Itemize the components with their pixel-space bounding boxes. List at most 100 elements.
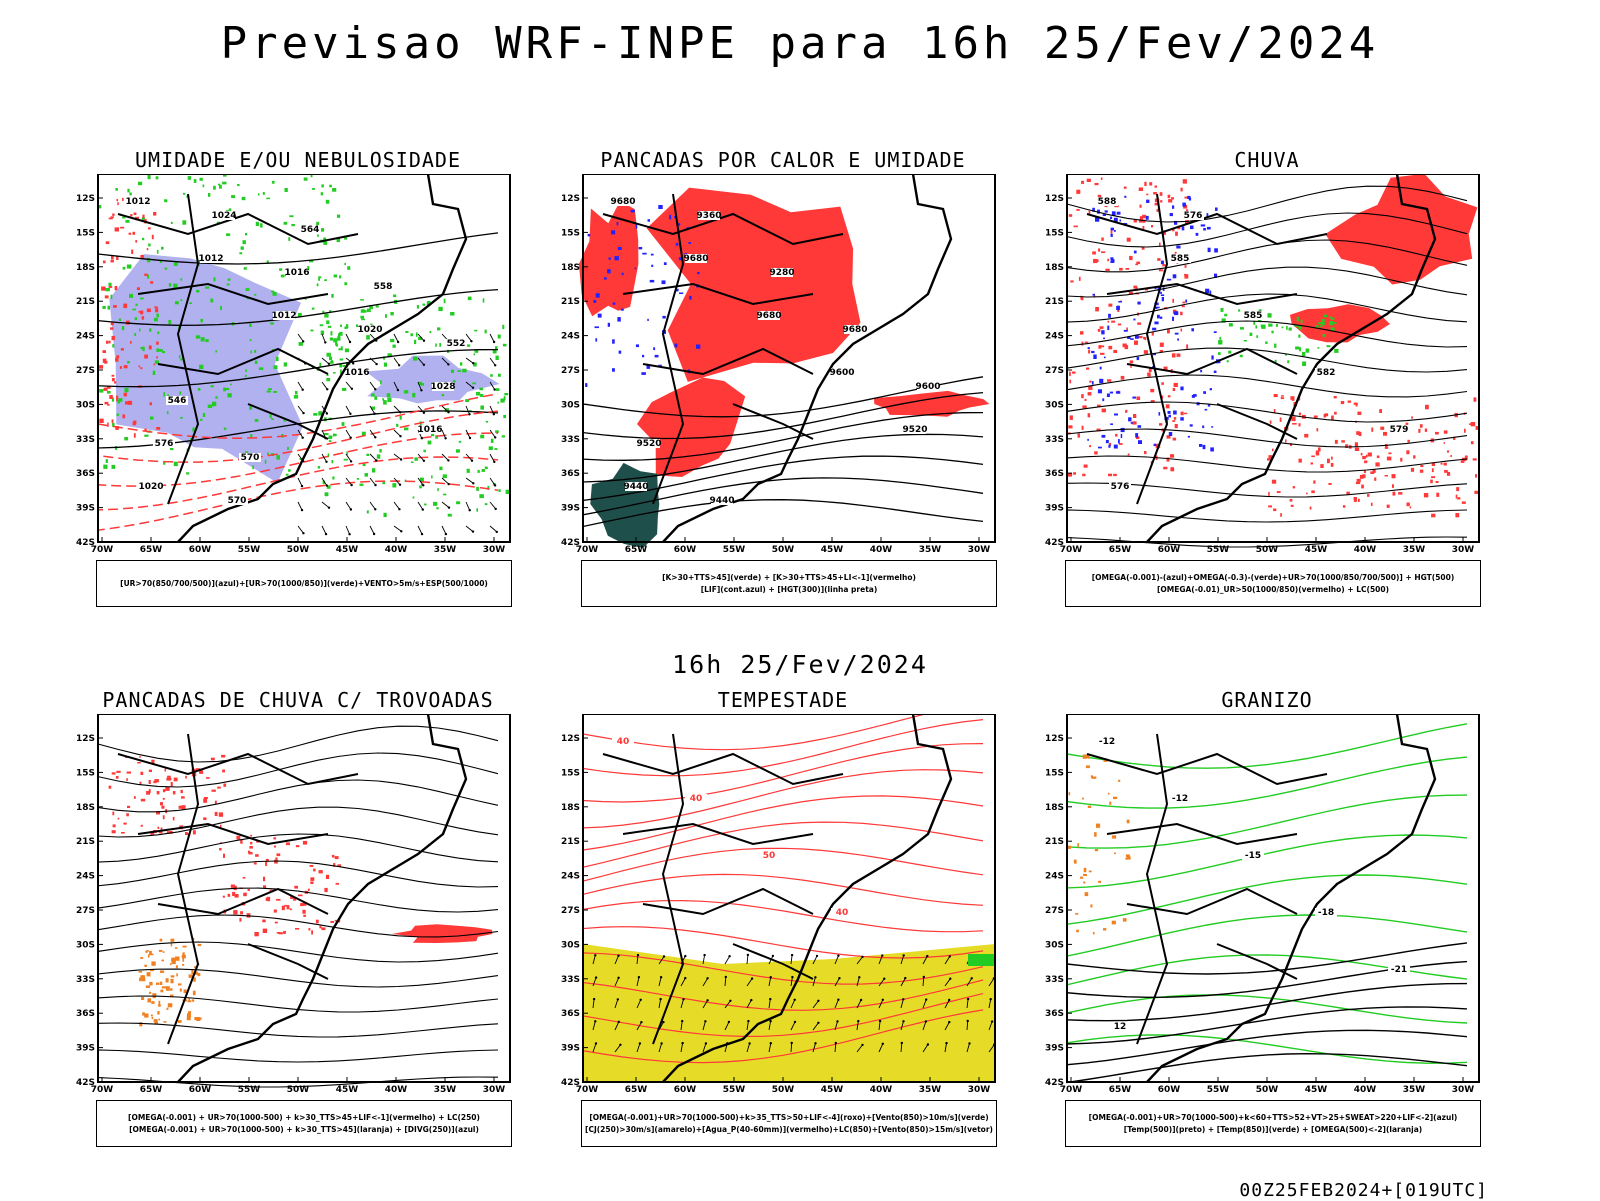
green-speckle [418, 381, 423, 385]
wind-vector [769, 997, 772, 1001]
green-speckle [156, 348, 159, 352]
green-speckle [500, 398, 505, 403]
red-speckle [122, 414, 125, 419]
red-speckle [122, 197, 124, 201]
orange-speckle [160, 970, 165, 973]
red-speckle [1080, 331, 1084, 335]
green-speckle [331, 294, 334, 298]
blue-speckle [1093, 354, 1097, 359]
red-speckle [1088, 210, 1091, 215]
wind-vector [617, 976, 620, 979]
green-speckle [330, 331, 333, 336]
blue-speckle [1110, 257, 1114, 260]
red-speckle [1176, 353, 1181, 357]
green-speckle [125, 219, 130, 223]
orange-speckle [167, 1003, 173, 1008]
red-speckle [102, 358, 107, 363]
wind-vector [834, 955, 839, 965]
red-speckle [162, 789, 166, 793]
red-speckle [115, 357, 119, 362]
thickness-contour [97, 393, 499, 439]
hgt-contour [1066, 347, 1468, 373]
country-border [117, 752, 359, 786]
red-speckle [1310, 462, 1313, 465]
wind-vector [900, 1041, 903, 1045]
green-speckle [340, 369, 342, 374]
red-speckle [1323, 413, 1327, 418]
y-tick-label: 42S [76, 1078, 95, 1088]
blue-speckle [1116, 211, 1121, 215]
green-speckle [254, 360, 258, 364]
x-tick-label: 35W [434, 1085, 457, 1095]
wind-vector [861, 1043, 864, 1047]
wind-vector [857, 1019, 860, 1023]
hgt-contour [1066, 212, 1468, 248]
wind-vector [375, 459, 378, 462]
red-speckle [111, 255, 114, 260]
wind-vector [321, 501, 330, 509]
wind-vector [393, 477, 401, 486]
blue-speckle [654, 354, 659, 358]
contour-label: -12 [1172, 794, 1188, 804]
x-tick-label: 40W [385, 545, 408, 555]
wind-vector [374, 508, 377, 511]
red-speckle [1431, 462, 1436, 466]
wind-vector [301, 436, 304, 439]
red-speckle [276, 853, 281, 857]
red-speckle [144, 354, 148, 359]
y-tick-label: 24S [561, 872, 580, 882]
green-speckle [200, 318, 203, 323]
green-speckle [264, 459, 267, 464]
green-speckle [180, 358, 184, 361]
green-speckle [1243, 340, 1247, 342]
blue-speckle [1110, 423, 1113, 425]
red-speckle [120, 348, 124, 351]
red-speckle [1475, 426, 1480, 430]
red-speckle [1374, 477, 1377, 481]
wind-vector [680, 1021, 683, 1031]
green-speckle [140, 346, 145, 350]
wind-vector [374, 388, 377, 391]
hgt-contour [1066, 239, 1468, 273]
contour-label-bg [685, 254, 707, 263]
y-tick-label: 21S [1045, 297, 1064, 307]
wind-vector [417, 453, 425, 462]
green-speckle [148, 243, 151, 247]
y-tick-label: 30S [76, 940, 95, 950]
green-speckle [504, 393, 509, 396]
wind-vector [881, 954, 884, 957]
red-speckle [262, 919, 266, 923]
green-speckle [450, 369, 454, 373]
green-speckle [187, 176, 191, 180]
red-speckle [139, 756, 141, 758]
blue-speckle [1206, 213, 1209, 217]
contour-label-bg [213, 211, 235, 220]
orange-speckle [1084, 892, 1089, 897]
contour-label: 576 [1111, 482, 1130, 492]
contour-label: 9520 [902, 425, 927, 435]
green-speckle [111, 464, 116, 469]
red-speckle [1289, 499, 1293, 502]
wind-vector [702, 955, 706, 965]
red-speckle [1325, 413, 1329, 417]
green-speckle [326, 485, 331, 489]
coastline [1146, 174, 1437, 543]
red-speckle [1398, 492, 1403, 495]
wind-vector [297, 525, 304, 534]
green-speckle [124, 388, 129, 393]
x-tick-label: 30W [483, 1085, 506, 1095]
hgt-contour [1066, 455, 1468, 473]
contour-label-bg [831, 908, 853, 917]
x-tick-label: 65W [140, 1085, 163, 1095]
green-speckle [272, 292, 277, 296]
blue-speckle [1138, 440, 1142, 444]
green-speckle [484, 466, 488, 470]
green-speckle [382, 356, 386, 360]
green-speckle [487, 485, 490, 490]
blue-speckle [1174, 311, 1179, 316]
red-speckle [1160, 200, 1163, 203]
orange-speckle [141, 997, 145, 1000]
blue-speckle [593, 300, 597, 303]
red-speckle [1440, 462, 1443, 465]
x-tick-label: 65W [625, 1085, 648, 1095]
